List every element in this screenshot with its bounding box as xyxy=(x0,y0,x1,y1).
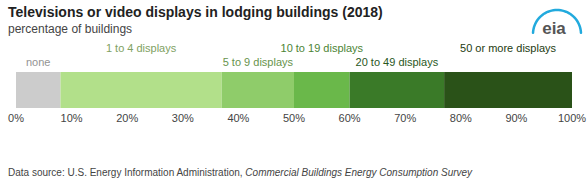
x-tick-label: 20% xyxy=(116,112,138,124)
category-label: 5 to 9 displays xyxy=(223,56,294,68)
x-tick-label: 80% xyxy=(450,112,472,124)
category-label: none xyxy=(26,56,50,68)
bar-segment xyxy=(222,72,294,108)
x-tick-label: 30% xyxy=(172,112,194,124)
bar-segment xyxy=(16,72,60,108)
x-tick-label: 100% xyxy=(558,112,586,124)
x-tick-label: 40% xyxy=(227,112,249,124)
bar-segment xyxy=(60,72,221,108)
x-tick-label: 50% xyxy=(283,112,305,124)
category-label: 50 or more displays xyxy=(460,42,556,54)
category-label: 1 to 4 displays xyxy=(106,42,177,54)
bars xyxy=(16,72,572,108)
footer: Data source: U.S. Energy Information Adm… xyxy=(8,167,473,178)
x-tick-label: 70% xyxy=(394,112,416,124)
footer-survey: Commercial Buildings Energy Consumption … xyxy=(245,167,473,178)
x-tick-label: 60% xyxy=(339,112,361,124)
category-label: 20 to 49 displays xyxy=(356,56,439,68)
x-tick-label: 10% xyxy=(61,112,83,124)
bar-segment xyxy=(294,72,350,108)
logo: eia xyxy=(533,10,581,38)
subtitle: percentage of buildings xyxy=(8,22,132,36)
x-tick-label: 0% xyxy=(8,112,24,124)
logo-text: eia xyxy=(542,19,566,38)
bar-segment xyxy=(444,72,572,108)
footer-source: Data source: U.S. Energy Information Adm… xyxy=(8,167,245,178)
category-label: 10 to 19 displays xyxy=(281,42,364,54)
chart: Televisions or video displays in lodging… xyxy=(0,0,588,183)
bar-segment xyxy=(350,72,445,108)
x-tick-label: 90% xyxy=(505,112,527,124)
title: Televisions or video displays in lodging… xyxy=(8,4,383,20)
